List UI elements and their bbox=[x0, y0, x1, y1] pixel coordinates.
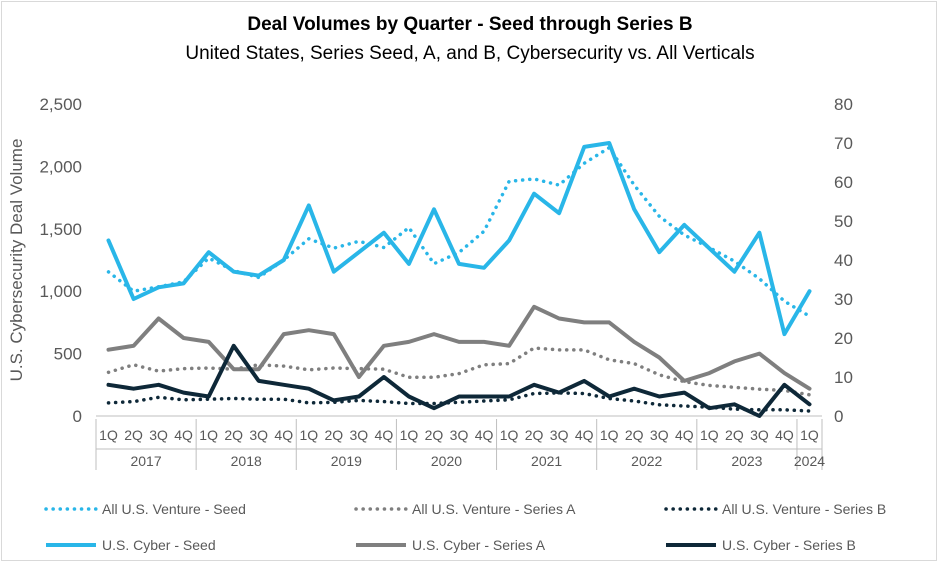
y2-tick-label: 0 bbox=[834, 407, 843, 426]
y2-tick-label: 50 bbox=[834, 212, 853, 231]
y-axis-title: U.S. Cybersecurity Deal Volume bbox=[7, 139, 26, 382]
x-tick-label: 1Q bbox=[700, 427, 719, 443]
series-line bbox=[106, 346, 812, 397]
x-tick-label: 1Q bbox=[600, 427, 619, 443]
x-tick-label: 1Q bbox=[500, 427, 519, 443]
y-tick-label: 0 bbox=[73, 407, 82, 426]
y2-tick-label: 30 bbox=[834, 290, 853, 309]
legend-label: U.S. Cyber - Series A bbox=[412, 537, 546, 553]
x-tick-label: 3Q bbox=[249, 427, 268, 443]
y2-tick-label: 40 bbox=[834, 251, 853, 270]
x-tick-label: 4Q bbox=[475, 427, 494, 443]
x-group-label: 2019 bbox=[331, 453, 362, 469]
x-tick-label: 3Q bbox=[350, 427, 369, 443]
legend-label: All U.S. Venture - Seed bbox=[102, 501, 246, 517]
x-tick-label: 4Q bbox=[775, 427, 794, 443]
x-tick-label: 3Q bbox=[149, 427, 168, 443]
x-tick-label: 2Q bbox=[425, 427, 444, 443]
legend-label: U.S. Cyber - Series B bbox=[722, 537, 856, 553]
y2-tick-label: 10 bbox=[834, 368, 853, 387]
x-group-label: 2020 bbox=[431, 453, 462, 469]
x-tick-label: 3Q bbox=[450, 427, 469, 443]
legend-label: All U.S. Venture - Series A bbox=[412, 501, 576, 517]
y2-tick-label: 70 bbox=[834, 134, 853, 153]
x-tick-label: 2Q bbox=[625, 427, 644, 443]
series-line bbox=[106, 145, 812, 318]
x-group-label: 2018 bbox=[231, 453, 262, 469]
x-tick-label: 4Q bbox=[375, 427, 394, 443]
y-tick-label: 2,500 bbox=[39, 95, 82, 114]
chart-title: Deal Volumes by Quarter - Seed through S… bbox=[247, 14, 693, 35]
legend-label: All U.S. Venture - Series B bbox=[722, 501, 886, 517]
chart-subtitle: United States, Series Seed, A, and B, Cy… bbox=[185, 43, 755, 64]
x-tick-label: 2Q bbox=[124, 427, 143, 443]
x-tick-label: 1Q bbox=[400, 427, 419, 443]
x-tick-label: 2Q bbox=[725, 427, 744, 443]
y-tick-label: 1,000 bbox=[39, 282, 82, 301]
x-tick-label: 1Q bbox=[99, 427, 118, 443]
x-tick-label: 4Q bbox=[575, 427, 594, 443]
axes-layer: 0 500 1,000 1,500 2,000 2,500 0 10 20 30 40 50 60 70 8… bbox=[7, 95, 853, 470]
x-group-label: 2017 bbox=[130, 453, 161, 469]
x-tick-label: 2Q bbox=[525, 427, 544, 443]
y-tick-label: 500 bbox=[54, 345, 82, 364]
y2-tick-label: 60 bbox=[834, 173, 853, 192]
x-tick-label: 3Q bbox=[750, 427, 769, 443]
series-line bbox=[106, 343, 812, 418]
x-tick-label: 3Q bbox=[550, 427, 569, 443]
x-tick-label: 4Q bbox=[675, 427, 694, 443]
y2-tick-label: 80 bbox=[834, 95, 853, 114]
x-tick-label: 4Q bbox=[174, 427, 193, 443]
x-tick-label: 1Q bbox=[199, 427, 218, 443]
legend: All U.S. Venture - Seed All U.S. Venture … bbox=[44, 501, 886, 553]
series-layer bbox=[106, 141, 812, 418]
x-tick-label: 2Q bbox=[224, 427, 243, 443]
series-line bbox=[106, 141, 812, 337]
x-tick-label: 2Q bbox=[324, 427, 343, 443]
x-group-label: 2024 bbox=[794, 453, 825, 469]
y-tick-label: 1,500 bbox=[39, 220, 82, 239]
x-tick-label: 3Q bbox=[650, 427, 669, 443]
y2-tick-label: 20 bbox=[834, 329, 853, 348]
x-tick-label: 1Q bbox=[299, 427, 318, 443]
x-group-label: 2023 bbox=[731, 453, 762, 469]
x-group-label: 2021 bbox=[531, 453, 562, 469]
series-line bbox=[106, 304, 812, 391]
x-tick-label: 1Q bbox=[800, 427, 819, 443]
x-group-label: 2022 bbox=[631, 453, 662, 469]
legend-label: U.S. Cyber - Seed bbox=[102, 537, 216, 553]
x-tick-label: 4Q bbox=[274, 427, 293, 443]
y-tick-label: 2,000 bbox=[39, 157, 82, 176]
